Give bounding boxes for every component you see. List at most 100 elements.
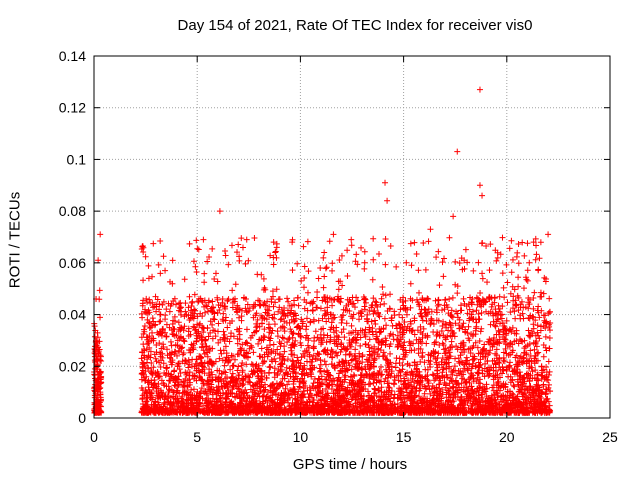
data-point (171, 367, 178, 374)
data-point (239, 360, 246, 367)
data-point (356, 316, 363, 323)
data-point (535, 349, 542, 356)
data-point (280, 353, 287, 360)
data-point (460, 295, 467, 302)
data-point (491, 322, 498, 329)
data-point (349, 356, 356, 363)
data-point (461, 265, 468, 272)
data-point (520, 285, 527, 292)
data-point (175, 319, 182, 326)
data-point (434, 302, 441, 309)
data-point (532, 256, 539, 263)
data-point (356, 360, 363, 367)
data-point (476, 338, 483, 345)
data-point (328, 319, 335, 326)
data-point (271, 365, 278, 372)
data-point (361, 248, 368, 255)
data-point (305, 268, 312, 275)
data-point (506, 359, 513, 366)
data-point (303, 347, 310, 354)
data-point (191, 373, 198, 380)
data-point (469, 308, 476, 315)
data-point (401, 319, 408, 326)
data-point (433, 254, 440, 261)
data-point (312, 328, 319, 335)
data-point (249, 371, 256, 378)
data-point (92, 327, 99, 334)
data-point (220, 310, 227, 317)
data-point (327, 334, 334, 341)
data-point (365, 381, 372, 388)
data-point (524, 240, 531, 247)
data-point (515, 260, 522, 267)
data-point (320, 254, 327, 261)
data-point (462, 246, 469, 253)
data-point (158, 345, 165, 352)
data-point (403, 259, 410, 266)
data-point (546, 295, 553, 302)
data-point (382, 292, 389, 299)
data-point (422, 366, 429, 373)
data-point (475, 295, 482, 302)
data-point (221, 331, 228, 338)
data-point (216, 307, 223, 314)
data-point (298, 277, 305, 284)
data-point (512, 301, 519, 308)
data-point (292, 337, 299, 344)
data-point (478, 240, 485, 247)
data-point (169, 257, 176, 264)
data-point (500, 349, 507, 356)
data-point (271, 321, 278, 328)
data-point (413, 250, 420, 257)
data-point (209, 377, 216, 384)
data-point (348, 322, 355, 329)
data-point (140, 341, 147, 348)
data-point (532, 235, 539, 242)
data-point (416, 289, 423, 296)
data-point (446, 295, 453, 302)
data-point (201, 270, 208, 277)
data-point (451, 363, 458, 370)
data-point (419, 317, 426, 324)
data-point (257, 368, 264, 375)
data-point (228, 352, 235, 359)
data-point (532, 392, 539, 399)
data-point (406, 338, 413, 345)
data-point (376, 251, 383, 258)
data-point (533, 377, 540, 384)
data-point (93, 400, 100, 407)
data-point (232, 281, 239, 288)
data-point (267, 363, 274, 370)
data-point (338, 252, 345, 259)
data-point (329, 260, 336, 267)
data-point (164, 364, 171, 371)
data-point (149, 329, 156, 336)
data-point (484, 279, 491, 286)
data-point (96, 399, 103, 406)
data-point (285, 298, 292, 305)
data-point (273, 286, 280, 293)
data-point (261, 358, 268, 365)
data-point (193, 377, 200, 384)
data-point (465, 323, 472, 330)
data-point (327, 350, 334, 357)
data-point (447, 321, 454, 328)
data-point (317, 357, 324, 364)
data-point (318, 373, 325, 380)
data-point (479, 275, 486, 282)
data-point (219, 394, 226, 401)
data-point (157, 270, 164, 277)
data-point (448, 313, 455, 320)
data-point (533, 251, 540, 258)
data-point (519, 239, 526, 246)
data-point (242, 260, 249, 267)
data-point (499, 320, 506, 327)
data-point (230, 353, 237, 360)
data-point (415, 267, 422, 274)
data-point (526, 259, 533, 266)
data-point (493, 257, 500, 264)
data-point (420, 325, 427, 332)
data-point (542, 333, 549, 340)
data-point (197, 320, 204, 327)
